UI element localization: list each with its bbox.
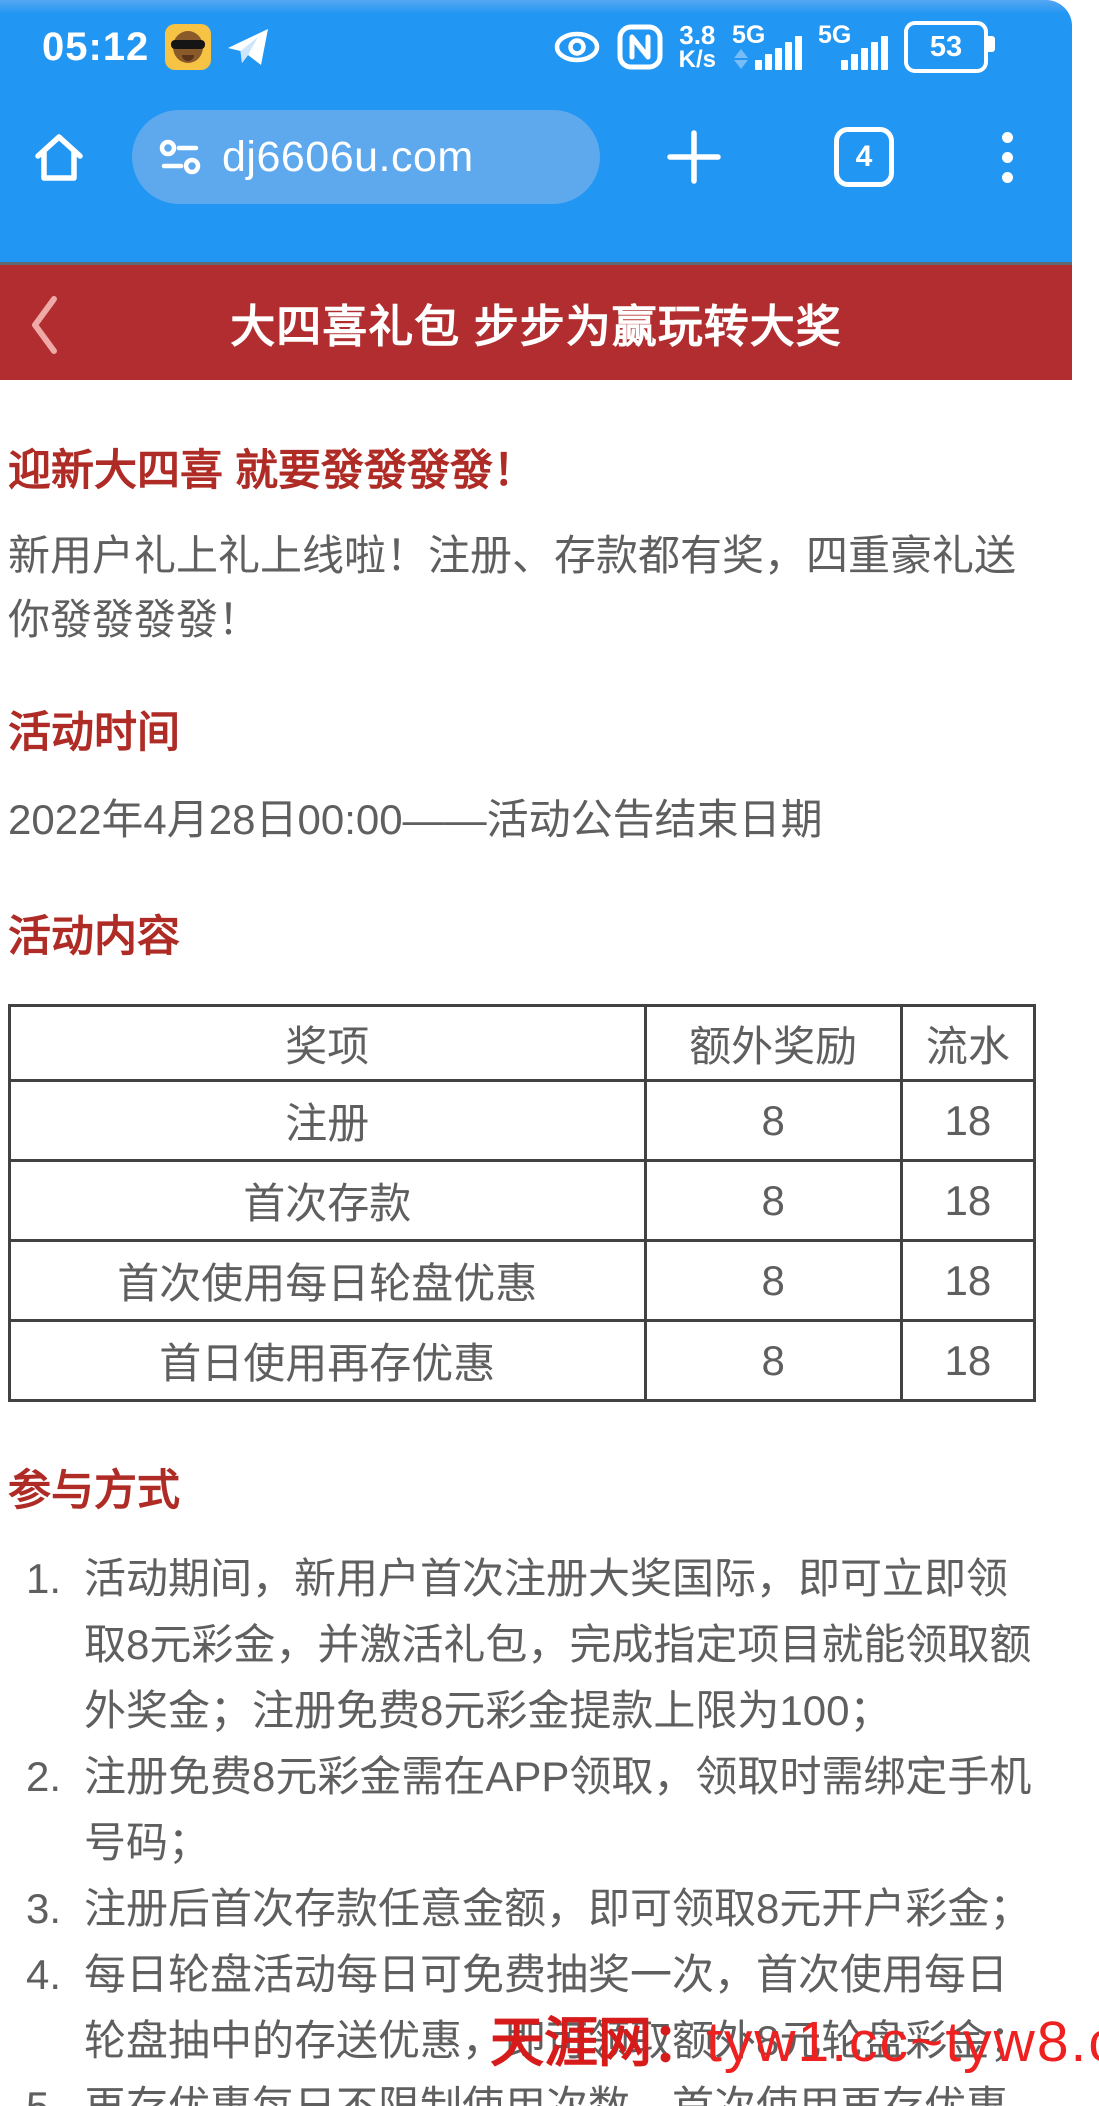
- new-tab-button[interactable]: [666, 129, 722, 185]
- status-indicators: 3.8 K/s 5G 5G: [553, 19, 995, 74]
- cell-prize: 首日使用再存优惠: [8, 1319, 647, 1402]
- promo-content: 迎新大四喜 就要發發發發！ 新用户礼上礼上线啦！注册、存款都有奖，四重豪礼送你發…: [0, 436, 1072, 2106]
- watermark-site-name: 天涯网：: [490, 2013, 706, 2073]
- cell-turnover: 18: [899, 1239, 1037, 1322]
- address-bar[interactable]: dj6606u.com: [132, 110, 600, 204]
- rule-item: 再存优惠每日不限制使用次数，首次使用再存优惠进行存款，即可领取额外8元再存彩金；: [26, 2074, 1036, 2106]
- telegram-notification-icon: [225, 24, 271, 70]
- sim2-signal-icon: 5G: [818, 21, 888, 73]
- rule-item: 注册免费8元彩金需在APP领取，领取时需绑定手机号码；: [26, 1744, 1032, 1866]
- sim1-signal-icon: 5G: [732, 21, 802, 73]
- rule-item: 注册后首次存款任意金额，即可领取8元开户彩金；: [26, 1876, 1032, 1942]
- watermark: 天涯网：tyw1.cc~tyw8.cc: [490, 1998, 1099, 2077]
- cell-bonus: 8: [643, 1319, 903, 1402]
- nfc-icon: [617, 24, 663, 70]
- battery-percent: 53: [929, 30, 963, 63]
- browser-chrome: 05:12: [0, 0, 1072, 262]
- phone-screen: 05:12: [0, 0, 1072, 2106]
- clock: 05:12: [42, 24, 150, 69]
- activity-time-text: 2022年4月28日00:00——活动公告结束日期: [8, 796, 823, 843]
- network-speed: 3.8 K/s: [678, 19, 716, 74]
- cell-turnover: 18: [899, 1319, 1037, 1402]
- table-row: 注册 8 18: [8, 1079, 1037, 1162]
- back-button[interactable]: [26, 293, 66, 357]
- prize-table: 奖项 额外奖励 流水 注册 8 18 首次存款 8 18 首次使用每日轮盘优惠 …: [8, 1004, 1037, 1402]
- browser-toolbar: dj6606u.com 4: [0, 84, 1072, 204]
- activity-content-heading: 活动内容: [8, 913, 180, 961]
- status-bar: 05:12: [0, 0, 1072, 84]
- intro-heading: 迎新大四喜 就要發發發發！: [8, 447, 536, 495]
- cell-bonus: 8: [643, 1159, 903, 1242]
- tab-switcher-button[interactable]: 4: [834, 127, 894, 187]
- activity-time-heading: 活动时间: [8, 709, 180, 757]
- rule-item: 活动期间，新用户首次注册大奖国际，即可立即领取8元彩金，并激活礼包，完成指定项目…: [26, 1546, 1032, 1734]
- cell-prize: 首次使用每日轮盘优惠: [8, 1239, 647, 1322]
- cell-prize: 注册: [8, 1079, 647, 1162]
- participation-heading: 参与方式: [8, 1467, 180, 1515]
- tab-count: 4: [855, 140, 873, 173]
- rule-item: 每日轮盘活动每日可免费抽奖一次，首次使用每日轮盘抽中的存送优惠，即可领取额外8元…: [26, 1942, 1032, 2064]
- table-row: 首次使用每日轮盘优惠 8 18: [8, 1239, 1037, 1322]
- col-header-prize: 奖项: [8, 1004, 647, 1082]
- notification-app-icon: [165, 24, 212, 70]
- col-header-bonus: 额外奖励: [643, 1004, 903, 1082]
- intro-paragraph: 新用户礼上礼上线啦！注册、存款都有奖，四重豪礼送你發發發發！: [8, 532, 1017, 643]
- cell-bonus: 8: [643, 1239, 903, 1322]
- table-header-row: 奖项 额外奖励 流水: [8, 1004, 1037, 1082]
- watermark-urls: tyw1.cc~tyw8.cc: [706, 2010, 1099, 2074]
- cell-bonus: 8: [643, 1079, 903, 1162]
- table-row: 首次存款 8 18: [8, 1159, 1037, 1242]
- url-text[interactable]: dj6606u.com: [222, 132, 474, 181]
- rules-list: 活动期间，新用户首次注册大奖国际，即可立即领取8元彩金，并激活礼包，完成指定项目…: [8, 1546, 1036, 2106]
- home-button[interactable]: [30, 128, 88, 186]
- cell-prize: 首次存款: [8, 1159, 647, 1242]
- col-header-turnover: 流水: [899, 1004, 1037, 1082]
- table-row: 首日使用再存优惠 8 18: [8, 1319, 1037, 1402]
- battery-icon: 53: [904, 21, 995, 73]
- cell-turnover: 18: [899, 1079, 1037, 1162]
- cell-turnover: 18: [899, 1159, 1037, 1242]
- site-settings-icon[interactable]: [158, 135, 202, 179]
- browser-menu-button[interactable]: [1002, 131, 1013, 183]
- page-header: 大四喜礼包 步步为赢玩转大奖: [0, 262, 1072, 380]
- page-title: 大四喜礼包 步步为赢玩转大奖: [230, 301, 842, 352]
- eye-protection-icon: [553, 27, 601, 67]
